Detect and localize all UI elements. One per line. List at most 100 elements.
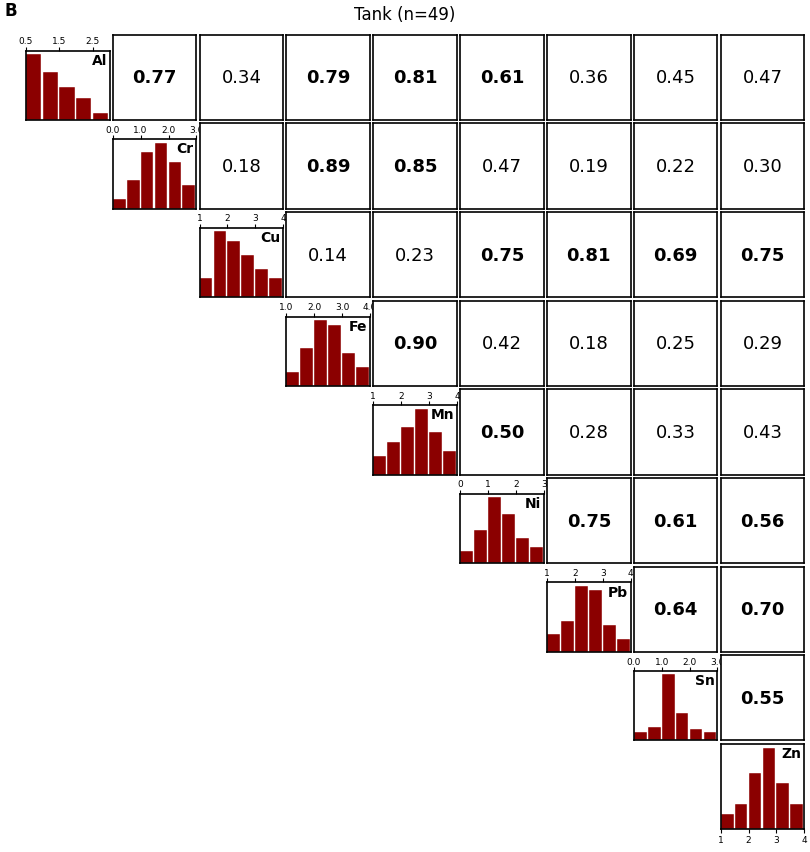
Bar: [182, 186, 195, 210]
Text: 0.18: 0.18: [222, 158, 262, 176]
Bar: [301, 348, 313, 387]
Bar: [616, 639, 629, 652]
Bar: [516, 538, 529, 563]
Text: 0.36: 0.36: [569, 69, 609, 87]
Bar: [474, 531, 487, 563]
Text: 0.47: 0.47: [743, 69, 782, 87]
Text: 0.81: 0.81: [566, 246, 611, 264]
Bar: [676, 713, 688, 740]
Text: 0.25: 0.25: [655, 335, 696, 353]
Bar: [328, 325, 341, 387]
Bar: [662, 675, 675, 740]
Bar: [126, 181, 139, 210]
Bar: [704, 732, 716, 740]
Bar: [214, 232, 226, 298]
Bar: [373, 456, 386, 475]
Text: 0.61: 0.61: [480, 69, 524, 87]
Text: 0.50: 0.50: [480, 423, 524, 441]
Text: B: B: [4, 2, 17, 20]
Text: 0.64: 0.64: [654, 601, 698, 619]
Bar: [634, 732, 646, 740]
Bar: [735, 803, 748, 829]
Text: 0.75: 0.75: [740, 246, 785, 264]
Bar: [721, 814, 734, 829]
Text: 0.70: 0.70: [740, 601, 785, 619]
Bar: [488, 498, 501, 563]
Bar: [241, 256, 254, 298]
Text: 0.23: 0.23: [395, 246, 435, 264]
Text: 0.89: 0.89: [306, 158, 351, 176]
Bar: [141, 153, 153, 210]
Text: 0.90: 0.90: [393, 335, 437, 353]
Text: 0.85: 0.85: [393, 158, 437, 176]
Text: 0.69: 0.69: [654, 246, 698, 264]
Bar: [575, 586, 588, 652]
Bar: [155, 143, 168, 210]
Bar: [43, 73, 58, 121]
Bar: [762, 748, 775, 829]
Text: 0.75: 0.75: [567, 512, 611, 530]
Bar: [777, 783, 789, 829]
Bar: [287, 372, 299, 387]
Bar: [387, 442, 400, 475]
Text: 0.77: 0.77: [132, 69, 177, 87]
Text: 0.30: 0.30: [743, 158, 782, 176]
Bar: [26, 55, 41, 121]
Text: 0.28: 0.28: [569, 423, 609, 441]
Bar: [530, 547, 543, 563]
Bar: [429, 433, 442, 475]
Bar: [76, 99, 92, 121]
Text: Al: Al: [92, 54, 107, 68]
Text: Cr: Cr: [177, 142, 194, 156]
Text: 0.81: 0.81: [393, 69, 437, 87]
Text: 0.18: 0.18: [569, 335, 608, 353]
Text: 0.19: 0.19: [569, 158, 609, 176]
Text: Fe: Fe: [349, 320, 368, 333]
Text: Tank (n=49): Tank (n=49): [354, 6, 456, 24]
Text: 0.29: 0.29: [743, 335, 782, 353]
Bar: [547, 635, 560, 652]
Text: 0.79: 0.79: [306, 69, 351, 87]
Bar: [228, 241, 241, 298]
Bar: [356, 367, 369, 387]
Bar: [113, 200, 126, 210]
Bar: [415, 409, 428, 475]
Text: Sn: Sn: [695, 673, 715, 688]
Bar: [401, 428, 414, 475]
Text: 0.33: 0.33: [655, 423, 696, 441]
Bar: [168, 163, 181, 210]
Text: 0.75: 0.75: [480, 246, 524, 264]
Bar: [59, 88, 75, 121]
Bar: [342, 354, 355, 387]
Text: Pb: Pb: [608, 584, 628, 599]
Bar: [255, 270, 268, 298]
Text: 0.43: 0.43: [743, 423, 782, 441]
Text: 0.47: 0.47: [482, 158, 522, 176]
Text: 0.61: 0.61: [654, 512, 698, 530]
Bar: [93, 113, 109, 121]
Text: Ni: Ni: [525, 497, 541, 510]
Bar: [502, 514, 515, 563]
Bar: [748, 774, 761, 829]
Text: 0.34: 0.34: [221, 69, 262, 87]
Text: 0.14: 0.14: [309, 246, 348, 264]
Bar: [603, 625, 616, 652]
Bar: [689, 729, 702, 740]
Text: Mn: Mn: [431, 408, 454, 422]
Text: 0.22: 0.22: [655, 158, 696, 176]
Text: 0.55: 0.55: [740, 689, 785, 707]
Text: Cu: Cu: [261, 231, 281, 245]
Bar: [561, 621, 573, 652]
Text: 0.56: 0.56: [740, 512, 785, 530]
Text: 0.45: 0.45: [655, 69, 696, 87]
Text: Zn: Zn: [782, 746, 802, 761]
Bar: [443, 452, 456, 475]
Bar: [791, 803, 804, 829]
Bar: [460, 551, 473, 563]
Bar: [269, 279, 282, 298]
Bar: [199, 279, 212, 298]
Text: 0.42: 0.42: [482, 335, 522, 353]
Bar: [314, 320, 327, 387]
Bar: [589, 590, 602, 652]
Bar: [648, 727, 661, 740]
